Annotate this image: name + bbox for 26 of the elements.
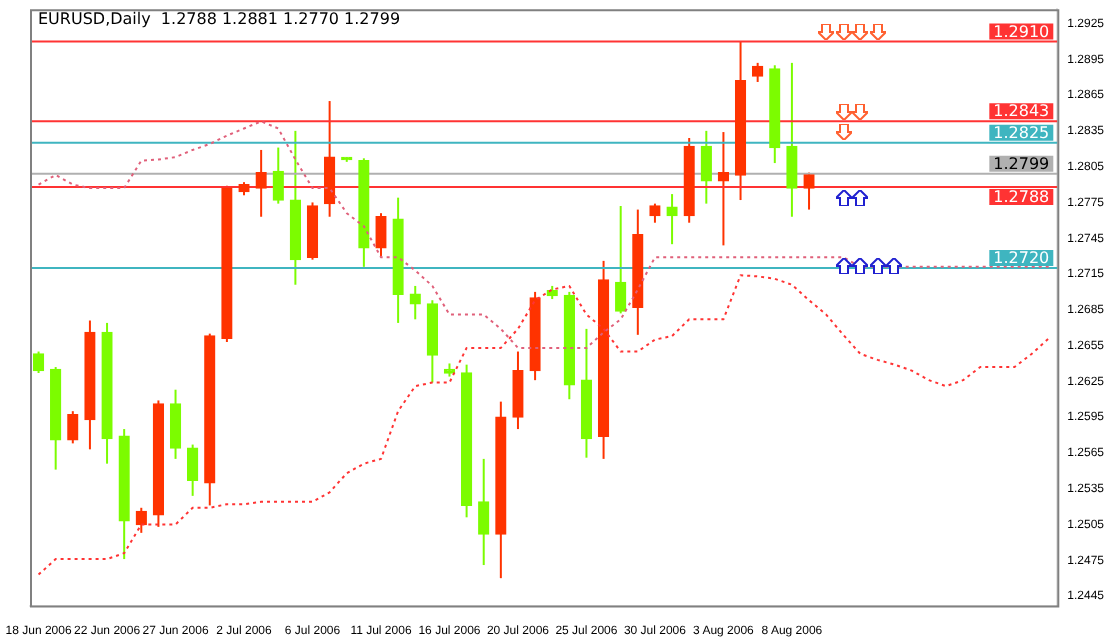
candlestick [67,410,79,445]
ref-line-label: 1.2910 [993,22,1050,41]
ref-line-label: 1.2720 [993,249,1050,268]
ref-line-label: 1.2843 [993,102,1050,121]
ref-line-label: 1.2799 [993,154,1050,173]
candlestick [512,350,524,431]
candlestick [717,131,730,247]
candlestick [700,129,712,205]
candlestick [323,100,336,218]
candlestick [187,443,199,497]
candlestick [478,457,490,567]
line-series [37,274,1050,576]
chart-title: EURUSD,Daily 1.2788 1.2881 1.2770 1.2799 [38,10,401,28]
candlestick [272,146,284,205]
candlestick [375,212,387,258]
candlestick [786,61,798,218]
candlestick [752,61,764,83]
candlestick [649,202,661,224]
candlestick [135,506,147,534]
candlestick [255,148,267,218]
candlestick [615,205,627,315]
ref-line-label: 1.2825 [993,123,1050,142]
candlestick [169,388,182,460]
ref-line-label: 1.2788 [993,188,1050,207]
candlestick [666,193,678,246]
candlestick [803,171,815,211]
